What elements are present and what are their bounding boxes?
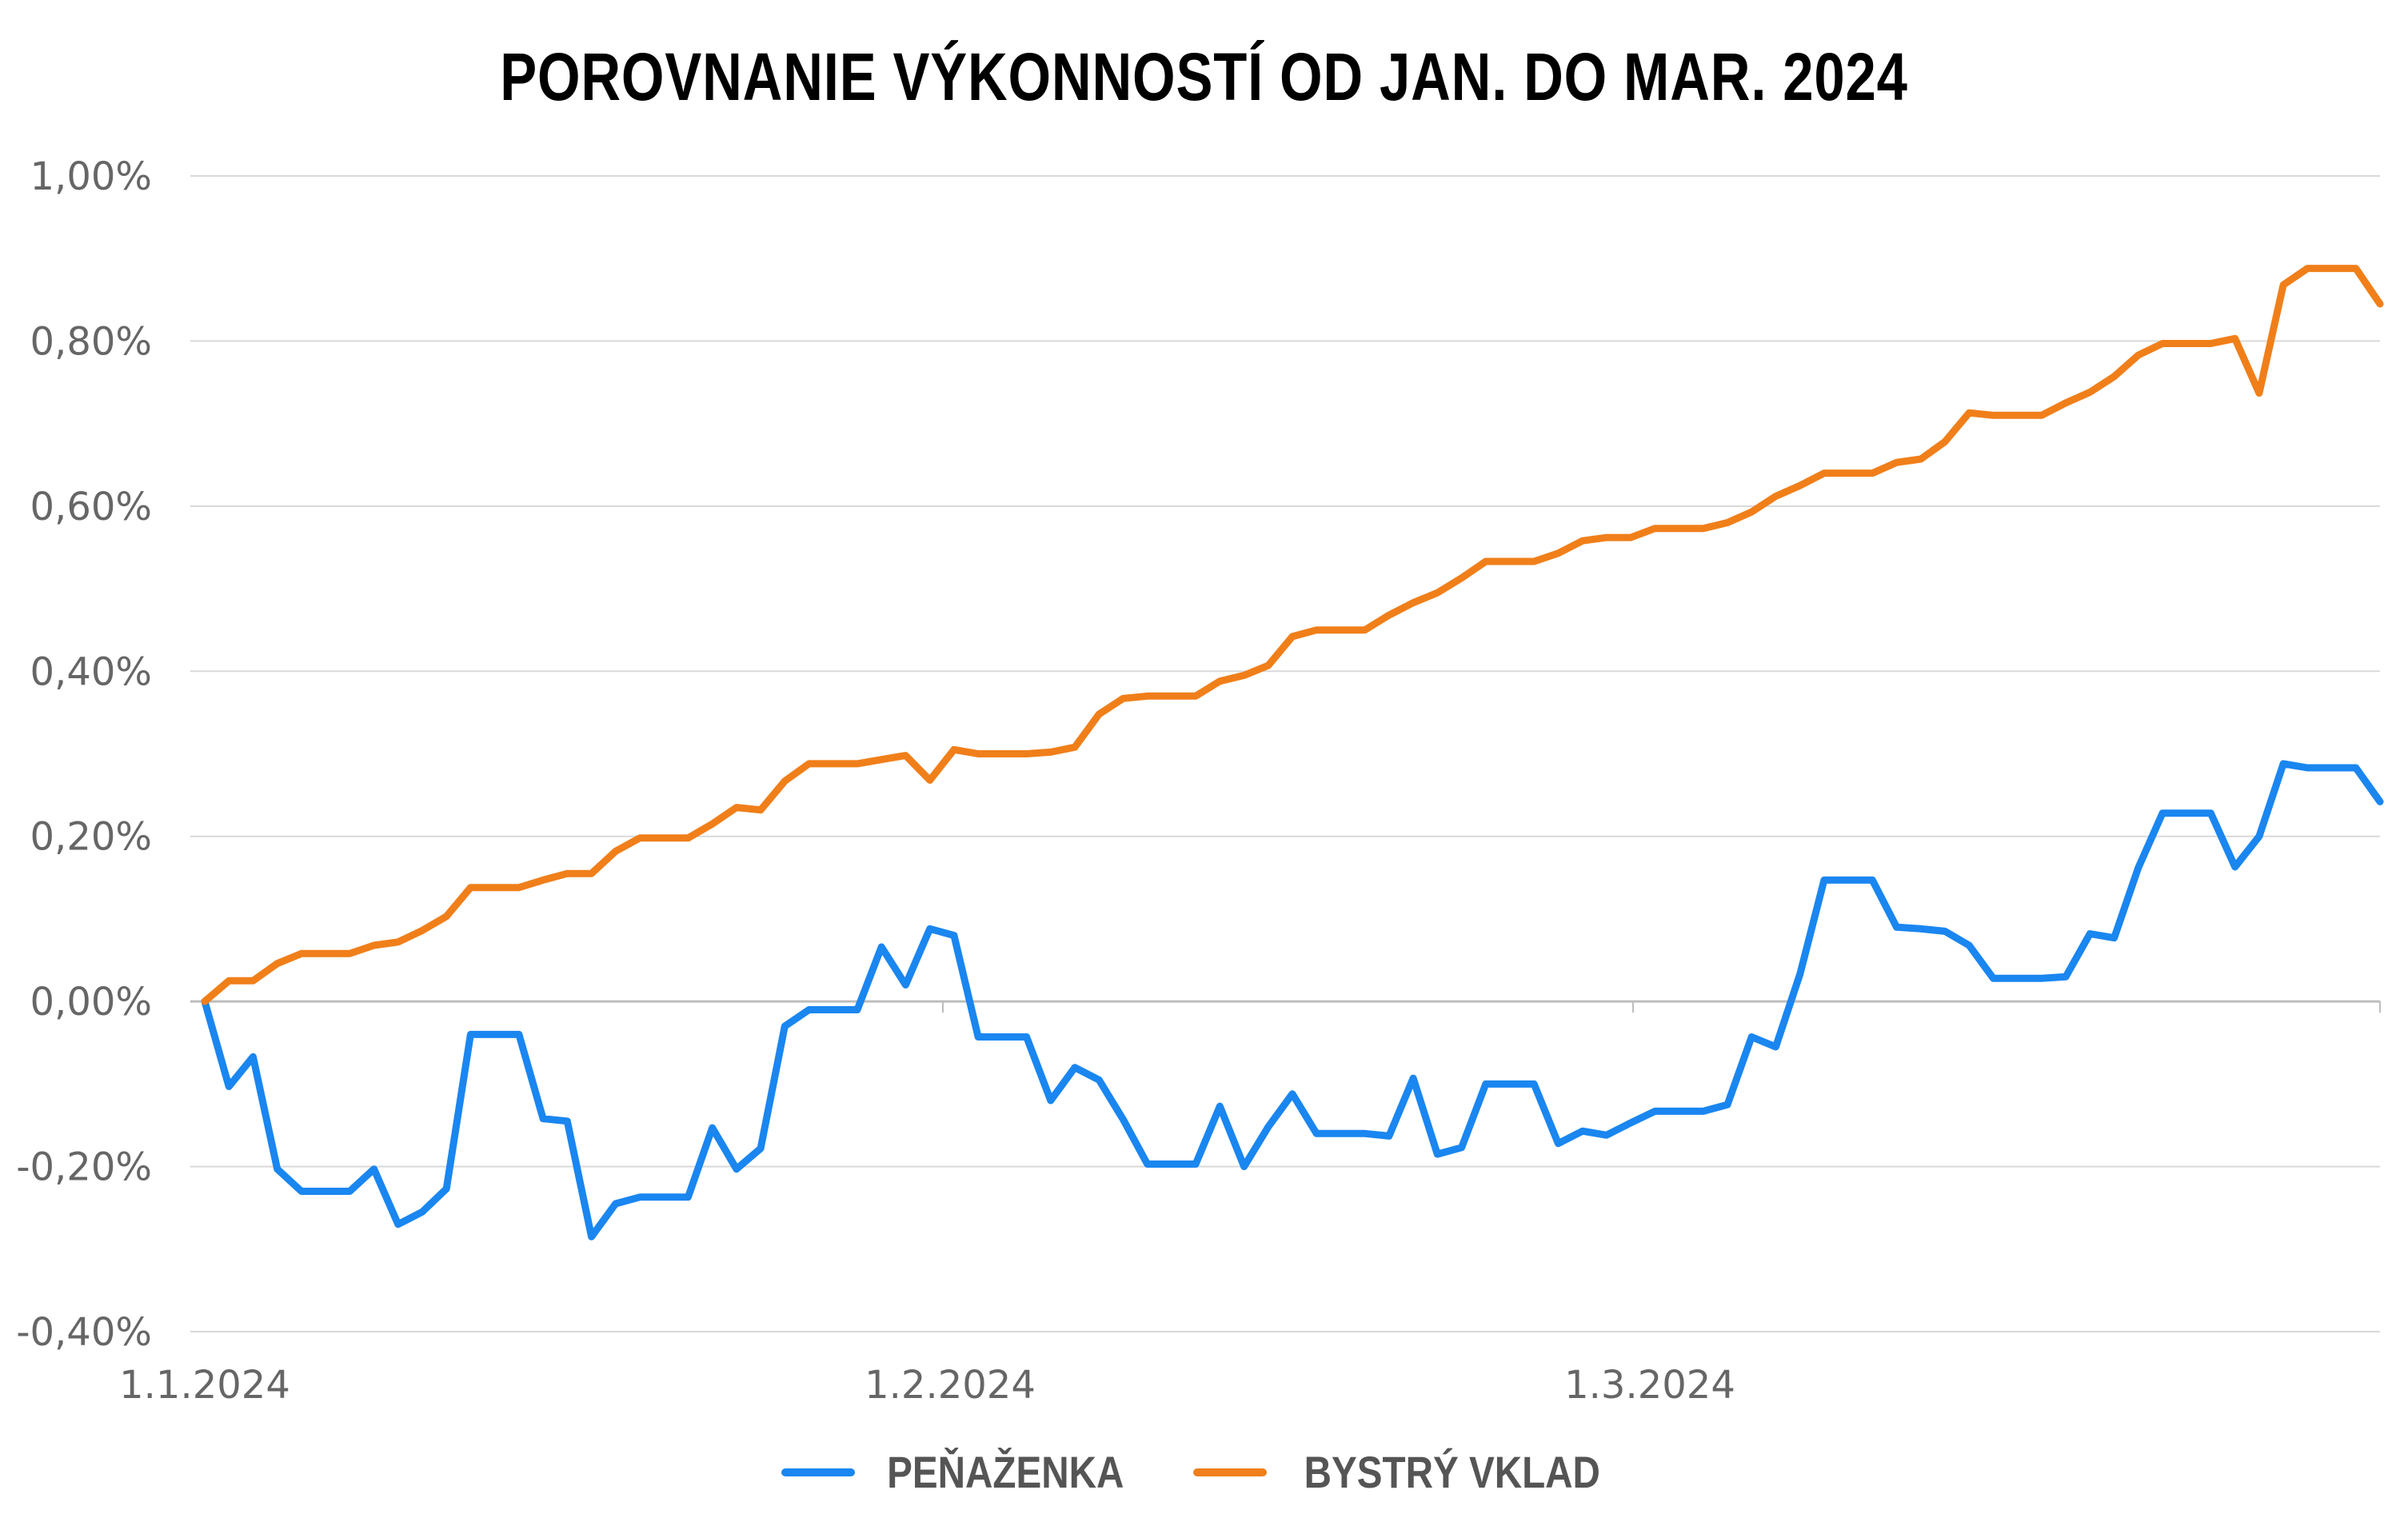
gridlines — [190, 175, 2380, 1332]
legend: PEŇAŽENKA BYSTRÝ VKLAD — [0, 1446, 2408, 1498]
y-axis-tick-labels: 1,00% 0,80% 0,60% 0,40% 0,20% 0,00% -0,20% -0,4… — [16, 154, 152, 1355]
chart-title: POROVNANIE VÝKONNOSTÍ OD JAN. DO MAR. 20… — [500, 39, 1908, 114]
series-lines — [201, 265, 2384, 1240]
y-tick-label: 0,00% — [30, 980, 152, 1025]
x-tick-label: 1.3.2024 — [1564, 1363, 1735, 1408]
legend-item-penazenka[interactable]: PEŇAŽENKA — [781, 1446, 1144, 1498]
x-tick-label: 1.1.2024 — [119, 1363, 290, 1408]
y-tick-label: 0,40% — [30, 649, 152, 694]
y-tick-label: 0,80% — [30, 319, 152, 364]
y-tick-label: 0,20% — [30, 815, 152, 860]
x-axis-tick-labels: 1.1.2024 1.2.2024 1.3.2024 — [119, 1001, 2381, 1408]
legend-swatch-penazenka — [781, 1468, 856, 1476]
y-tick-label: -0,40% — [16, 1310, 152, 1355]
legend-swatch-bystry-vklad — [1192, 1468, 1267, 1476]
legend-label-penazenka: PEŇAŽENKA — [887, 1447, 1124, 1497]
y-tick-label: -0,20% — [16, 1145, 152, 1190]
series-line-penazenka[interactable] — [201, 760, 2384, 1240]
legend-item-bystry-vklad[interactable]: BYSTRÝ VKLAD — [1192, 1446, 1627, 1498]
x-tick-label: 1.2.2024 — [865, 1363, 1036, 1408]
series-line-bystry-vklad[interactable] — [201, 265, 2384, 1005]
legend-label-bystry-vklad: BYSTRÝ VKLAD — [1304, 1447, 1600, 1497]
y-tick-label: 0,60% — [30, 485, 152, 529]
y-tick-label: 1,00% — [30, 154, 152, 199]
